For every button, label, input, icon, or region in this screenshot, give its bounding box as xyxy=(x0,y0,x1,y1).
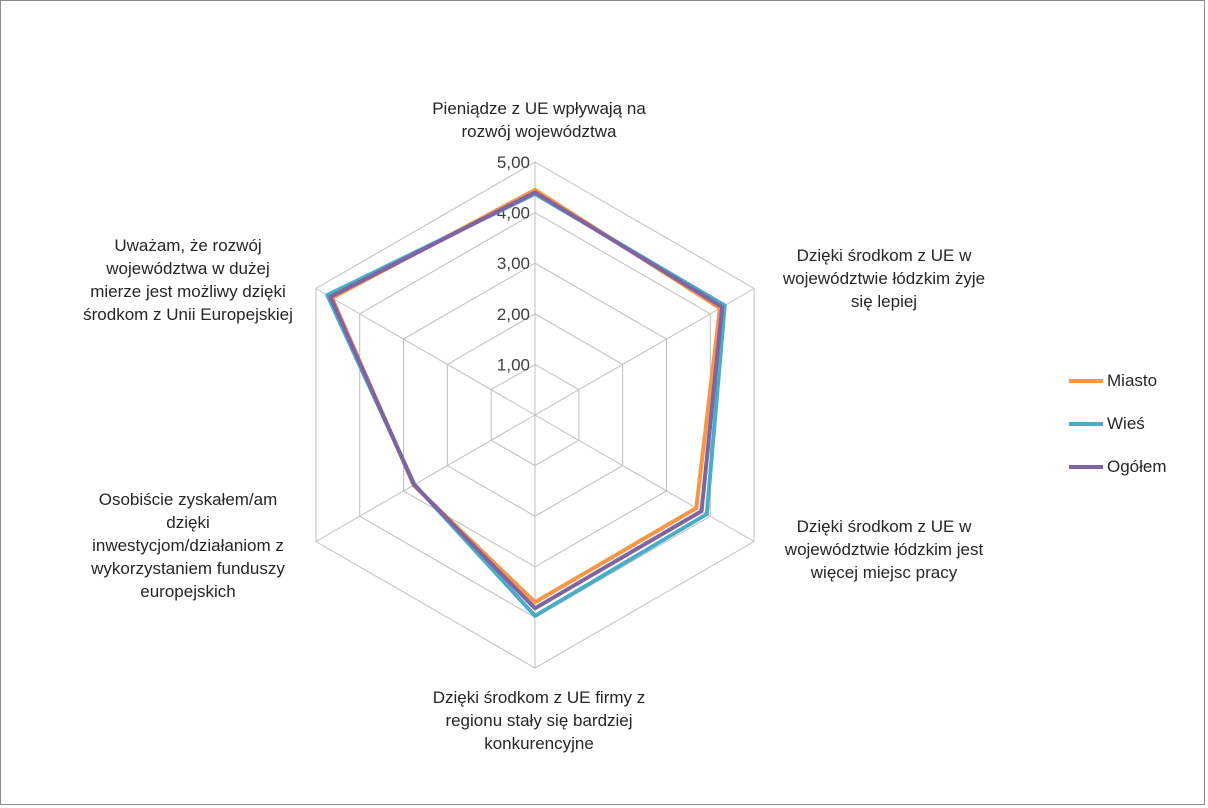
legend-swatch-wies xyxy=(1069,421,1103,426)
legend-item-miasto: Miasto xyxy=(1069,359,1167,402)
legend-item-ogolem: Ogółem xyxy=(1069,445,1167,488)
radar-grid xyxy=(315,161,755,669)
tick-label-5: 5,00 xyxy=(497,153,530,172)
grid-spoke-5 xyxy=(315,288,536,416)
series-line-1 xyxy=(325,191,727,618)
axis-label-5: Uważam, że rozwój województwa w dużej mi… xyxy=(83,236,293,324)
tick-label-2: 2,00 xyxy=(497,305,530,324)
axis-label-0: Pieniądze z UE wpływają na rozwój wojewó… xyxy=(432,99,646,141)
radar-tick-labels: 1,002,003,004,005,00 xyxy=(497,153,530,374)
grid-spoke-4 xyxy=(315,414,536,542)
legend-swatch-ogolem xyxy=(1069,464,1103,469)
legend-label-ogolem: Ogółem xyxy=(1107,456,1167,476)
radar-series xyxy=(325,187,727,618)
legend-item-wies: Wieś xyxy=(1069,402,1167,445)
series-line-2 xyxy=(328,190,725,611)
legend-label-miasto: Miasto xyxy=(1107,370,1158,390)
tick-label-1: 1,00 xyxy=(497,355,530,374)
grid-spoke-1 xyxy=(534,288,755,416)
tick-label-3: 3,00 xyxy=(497,254,530,273)
legend-label-wies: Wieś xyxy=(1107,413,1145,433)
legend-swatch-miasto xyxy=(1069,378,1103,383)
axis-label-1: Dzięki środkom z UE w województwie łódzk… xyxy=(782,246,986,311)
legend: Miasto Wieś Ogółem xyxy=(1069,359,1167,488)
axis-label-4: Osobiście zyskałem/am dzięki inwestycjom… xyxy=(91,490,285,601)
axis-label-3: Dzięki środkom z UE firmy z regionu stał… xyxy=(432,688,646,753)
grid-spoke-2 xyxy=(534,414,755,542)
axis-label-2: Dzięki środkom z UE w województwie łódzk… xyxy=(784,517,984,582)
